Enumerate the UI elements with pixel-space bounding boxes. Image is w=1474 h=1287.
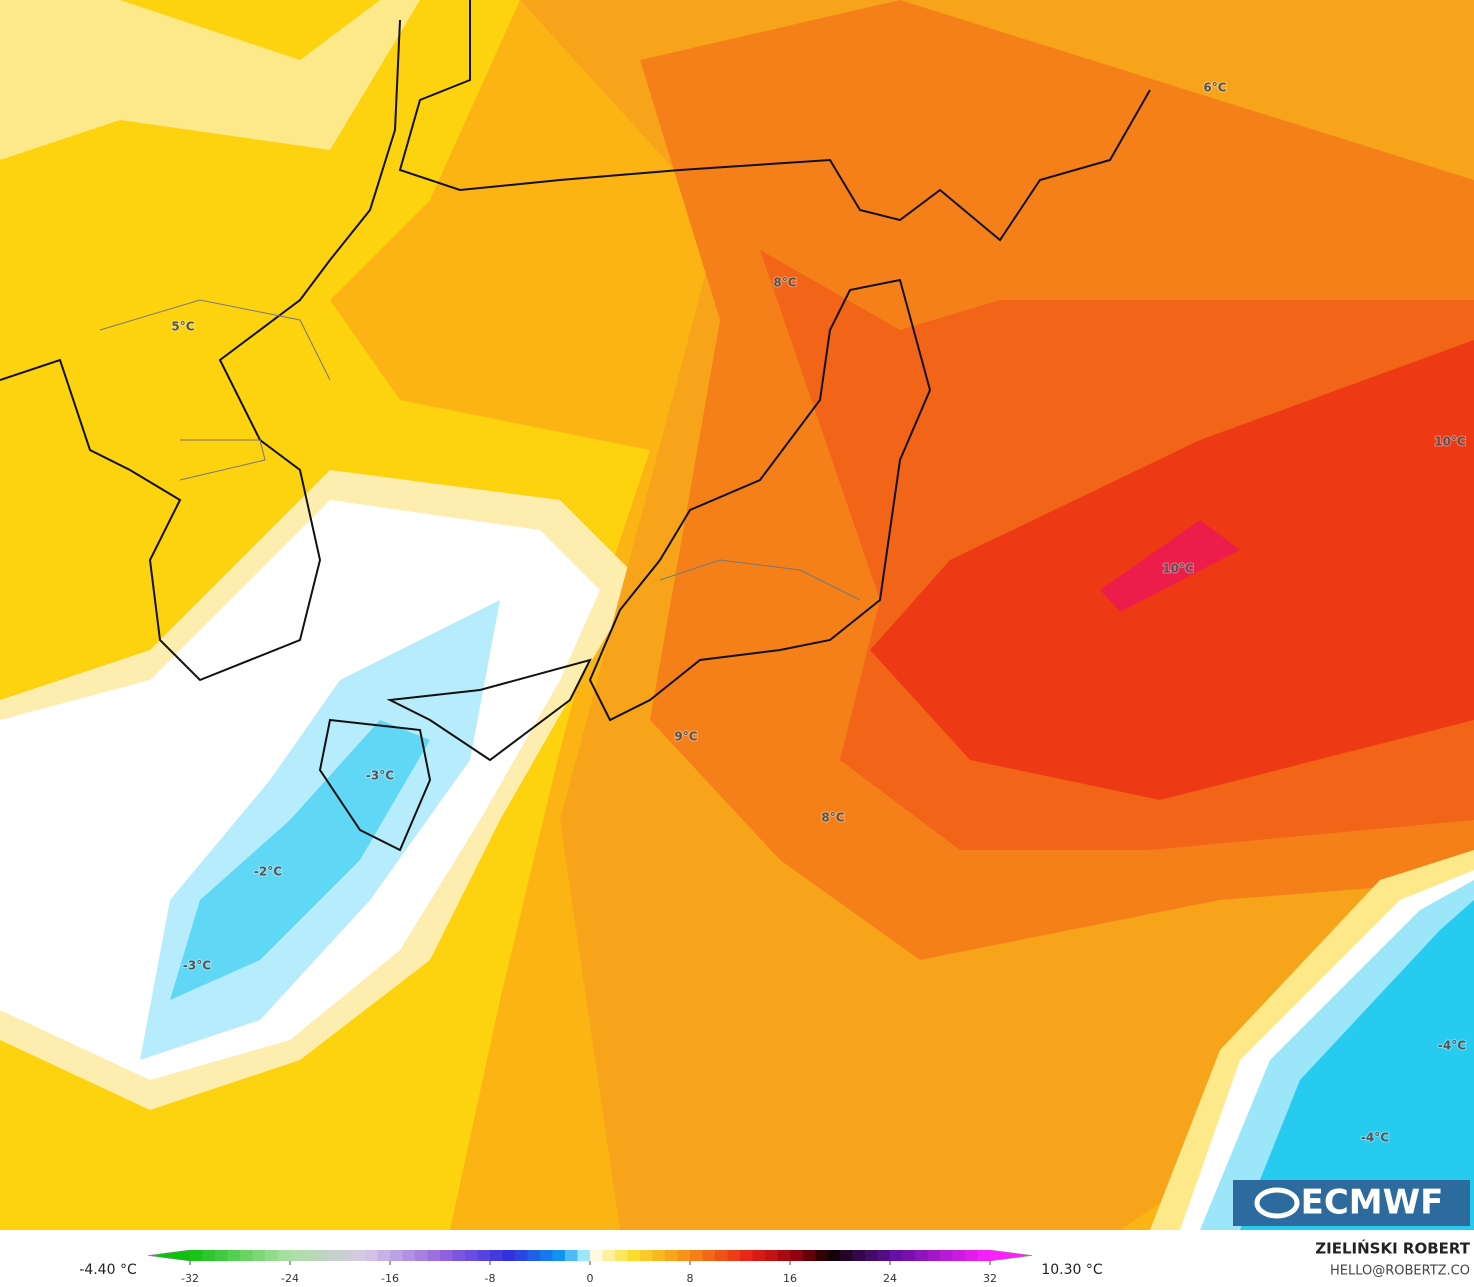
temperature-label: 5°C (171, 320, 194, 334)
colorbar-cell (265, 1250, 278, 1261)
colorbar-cell (640, 1250, 653, 1261)
colorbar-cell (815, 1250, 828, 1261)
colorbar-cell (277, 1250, 291, 1261)
colorbar-cell (940, 1250, 953, 1261)
colorbar-cell (390, 1250, 403, 1261)
colorbar-cell (690, 1250, 703, 1261)
temperature-label: 10°C (1434, 435, 1466, 449)
temperature-label: -4°C (1438, 1039, 1466, 1053)
colorbar-cell (752, 1250, 766, 1261)
admin-borders (99, 299, 861, 601)
colorbar-cell (665, 1250, 678, 1261)
colorbar-cell (365, 1250, 378, 1261)
colorbar-max: 10.30 °C (1041, 1262, 1103, 1278)
colorbar-cell (765, 1250, 778, 1261)
author: ZIELIŃSKI ROBERT (1315, 1239, 1470, 1258)
temperature-label: 8°C (821, 811, 844, 825)
temperature-label: -3°C (183, 959, 211, 973)
colorbar-min: -4.40 °C (79, 1262, 137, 1278)
colorbar-cell (677, 1250, 691, 1261)
colorbar-cell (477, 1250, 491, 1261)
colorbar-cell (702, 1250, 716, 1261)
colorbar-cell (552, 1250, 566, 1261)
colorbar-cell (515, 1250, 528, 1261)
colorbar-tick-label: 24 (883, 1272, 897, 1285)
colorbar-cell (877, 1250, 891, 1261)
logo-text: ECMWF (1301, 1183, 1444, 1223)
colorbar-cell (852, 1250, 866, 1261)
colorbar-cell (252, 1250, 266, 1261)
colorbar-cell (590, 1250, 603, 1261)
colorbar-cell (502, 1250, 516, 1261)
colorbar-cell (715, 1250, 728, 1261)
temperature-label: 10°C (1162, 562, 1194, 576)
colorbar-cell (540, 1250, 553, 1261)
colorbar-cell (327, 1250, 341, 1261)
colorbar-cell (340, 1250, 353, 1261)
colorbar-cell (227, 1250, 241, 1261)
colorbar-cell (902, 1250, 916, 1261)
temperature-label: 6°C (1203, 81, 1226, 95)
colorbar-cell (415, 1250, 428, 1261)
colorbar-tick-label: 16 (783, 1272, 797, 1285)
colorbar-cell (315, 1250, 328, 1261)
colorbar-arrow (989, 1249, 1033, 1262)
temperature-label: -4°C (1361, 1131, 1389, 1145)
colorbar-cell (790, 1250, 803, 1261)
colorbar-cell (215, 1250, 228, 1261)
colorbar-cell (290, 1250, 303, 1261)
colorbar-cell (202, 1250, 216, 1261)
colorbar-cell (627, 1250, 641, 1261)
colorbar-tick-label: -8 (485, 1272, 496, 1285)
colorbar-cell (977, 1250, 991, 1261)
temperature-label: 9°C (674, 730, 697, 744)
logo: ECMWF (1233, 1180, 1470, 1226)
colorbar-tick-label: 8 (687, 1272, 694, 1285)
colorbar-tick-label: -32 (181, 1272, 199, 1285)
colorbar-cell (402, 1250, 416, 1261)
colorbar-cell (915, 1250, 928, 1261)
colorbar-cell (615, 1250, 628, 1261)
temperature-label: 8°C (773, 276, 796, 290)
colorbar-cell (452, 1250, 466, 1261)
colorbar-cell (652, 1250, 666, 1261)
colorbar-cell (352, 1250, 366, 1261)
temperature-label: -3°C (366, 769, 394, 783)
colorbar-cell (527, 1250, 541, 1261)
colorbar-cell (602, 1250, 616, 1261)
colorbar-tick-label: -24 (281, 1272, 299, 1285)
colorbar-tick-label: -16 (381, 1272, 399, 1285)
colorbar-tick-label: 0 (587, 1272, 594, 1285)
colorbar-cell (865, 1250, 878, 1261)
colorbar-cell (727, 1250, 741, 1261)
colorbar-arrow (147, 1249, 191, 1262)
email: HELLO@ROBERTZ.CO (1330, 1264, 1470, 1279)
colorbar-cell (577, 1250, 591, 1261)
colorbar-cell (240, 1250, 253, 1261)
temperature-field (0, 0, 1474, 1230)
colorbar-cell (840, 1250, 853, 1261)
colorbar-cell (440, 1250, 453, 1261)
colorbar-cell (890, 1250, 903, 1261)
colorbar-cell (427, 1250, 441, 1261)
colorbar-cell (827, 1250, 841, 1261)
colorbar-cell (952, 1250, 966, 1261)
colorbar-cell (490, 1250, 503, 1261)
colorbar-tick-label: 32 (983, 1272, 997, 1285)
colorbar-cell (377, 1250, 391, 1261)
colorbar-cell (927, 1250, 941, 1261)
colorbar-cell (965, 1250, 978, 1261)
colorbar-cell (302, 1250, 316, 1261)
colorbar-cell (465, 1250, 478, 1261)
colorbar-cell (802, 1250, 816, 1261)
colorbar-cell (565, 1250, 578, 1261)
coastlines (0, 0, 1151, 852)
colorbar-cell (190, 1250, 203, 1261)
colorbar-cell (740, 1250, 753, 1261)
temperature-label: -2°C (254, 865, 282, 879)
colorbar-cell (777, 1250, 791, 1261)
